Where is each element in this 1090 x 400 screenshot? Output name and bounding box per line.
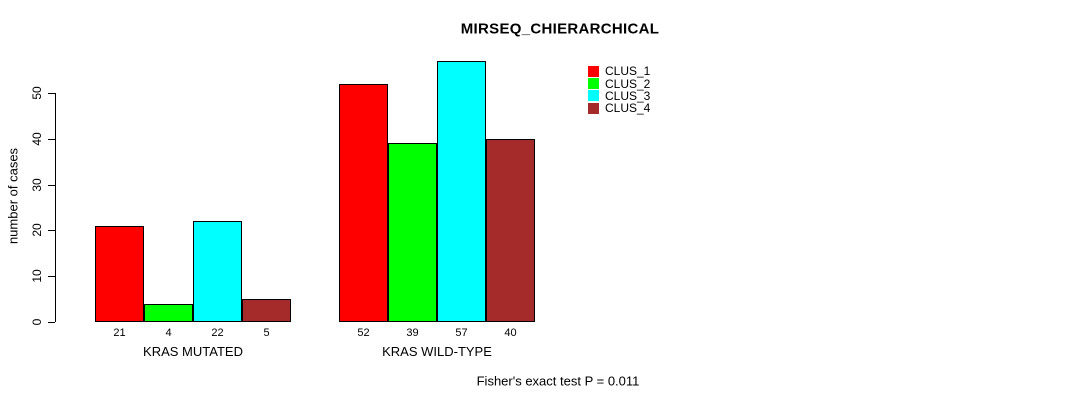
bar-value-label: 39 (406, 327, 419, 339)
y-tick-label: 0 (30, 318, 44, 326)
bar-clus_3-2 (437, 60, 486, 322)
y-tick-mark (48, 138, 55, 140)
bar-value-label: 4 (165, 327, 172, 339)
x-category-label: KRAS MUTATED (143, 344, 243, 359)
chart-title: MIRSEQ_CHIERARCHICAL (460, 20, 660, 38)
bar-clus_4-1 (242, 299, 291, 322)
y-tick-mark (48, 230, 55, 232)
bar-clus_4-2 (486, 138, 535, 322)
bar-clus_1-1 (95, 225, 144, 322)
y-tick-label: 30 (30, 177, 44, 192)
y-tick-mark (48, 276, 55, 278)
bar-clus_1-2 (339, 83, 388, 322)
stat-annotation: Fisher's exact test P = 0.011 (476, 373, 640, 389)
legend-label: CLUS_3 (605, 88, 651, 103)
legend-item-clus_3: CLUS_3 (588, 90, 650, 102)
legend-label: CLUS_1 (605, 64, 651, 79)
bar-value-label: 40 (504, 327, 517, 339)
legend-swatch-icon (588, 78, 599, 90)
bar-value-label: 21 (113, 327, 126, 339)
legend-label: CLUS_2 (605, 76, 651, 91)
x-category-label: KRAS WILD-TYPE (382, 344, 492, 359)
legend: CLUS_1 CLUS_2 CLUS_3 CLUS_4 (588, 65, 650, 115)
bar-value-label: 57 (455, 327, 468, 339)
legend-swatch-icon (588, 65, 599, 77)
bar-value-label: 22 (211, 327, 224, 339)
legend-swatch-icon (588, 90, 599, 102)
y-tick-label: 40 (30, 132, 44, 146)
legend-label: CLUS_4 (605, 101, 651, 116)
y-tick-label: 20 (30, 223, 44, 238)
y-tick-mark (48, 184, 55, 186)
legend-item-clus_4: CLUS_4 (588, 102, 650, 114)
y-axis-label: number of cases (5, 147, 21, 245)
legend-item-clus_2: CLUS_2 (588, 76, 651, 91)
bar-value-label: 52 (357, 327, 370, 339)
y-tick-label: 50 (30, 86, 44, 100)
y-tick-label: 10 (30, 269, 44, 283)
bar-clus_2-2 (388, 143, 437, 322)
bar-clus_3-1 (193, 221, 242, 322)
bar-clus_2-1 (144, 303, 193, 322)
legend-swatch-icon (588, 102, 599, 114)
y-tick-mark (48, 322, 55, 323)
legend-item-clus_1: CLUS_1 (588, 65, 650, 77)
y-tick-mark (48, 93, 55, 94)
bar-value-label: 5 (263, 327, 270, 339)
y-axis-line (55, 93, 56, 322)
